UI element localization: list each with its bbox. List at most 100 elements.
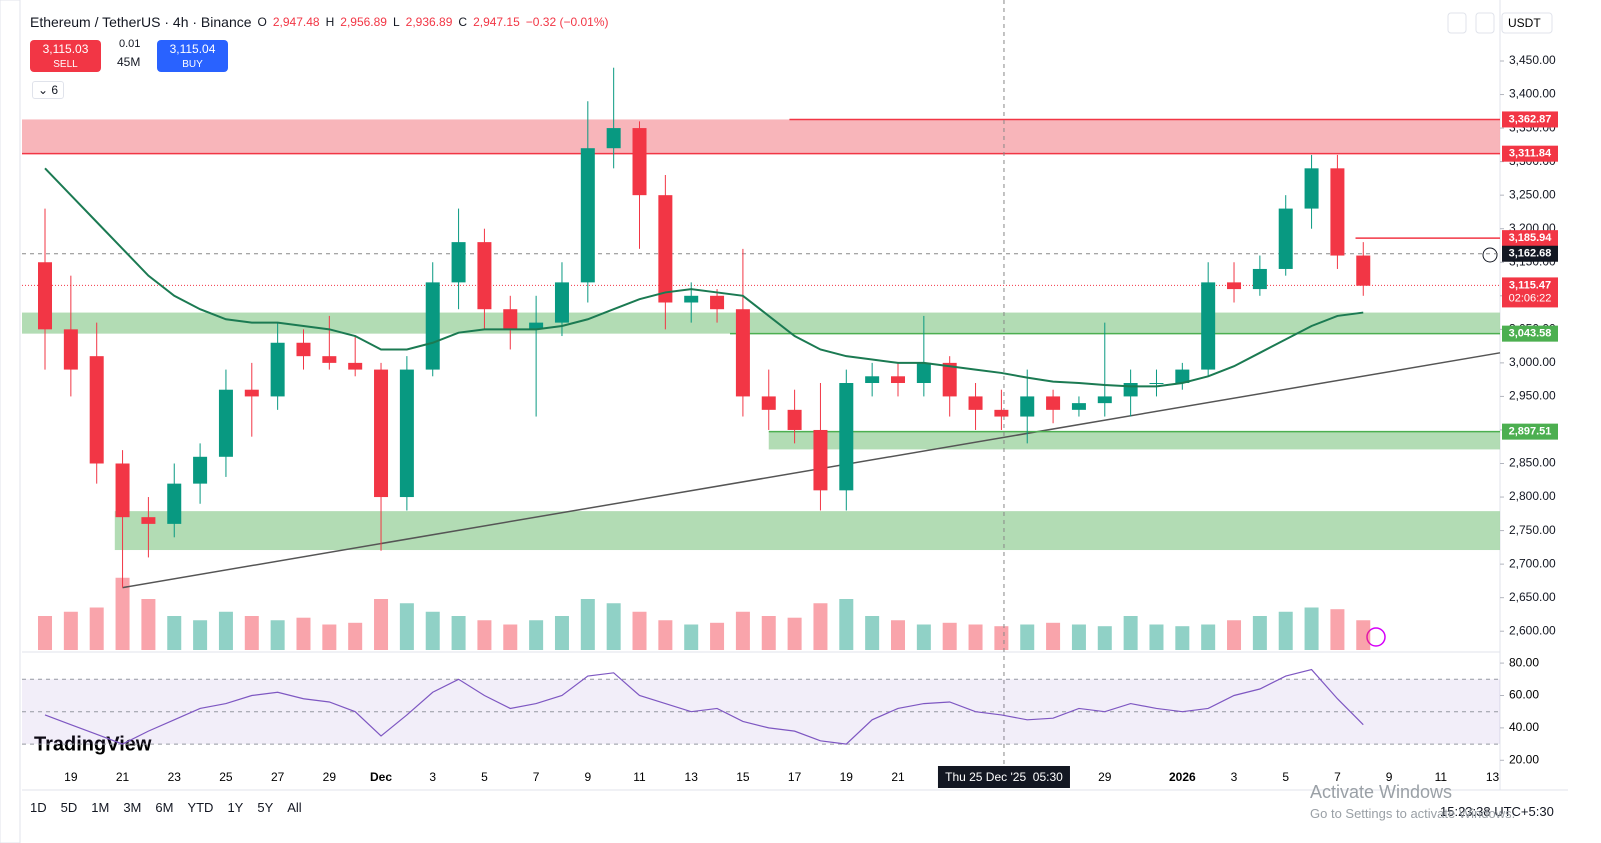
x-tick-label: 9 (584, 770, 591, 784)
add-icon[interactable] (1482, 247, 1498, 263)
volume-bar (218, 611, 233, 650)
range-button[interactable]: All (287, 800, 302, 815)
volume-bar (1020, 624, 1035, 650)
currency-button[interactable] (1501, 12, 1553, 34)
range-button[interactable]: 1M (91, 800, 110, 815)
volume-bar (968, 624, 983, 650)
ohlc-l: L (392, 15, 400, 29)
candle-body (1175, 369, 1190, 384)
volume-bar (606, 603, 621, 650)
range-button[interactable]: 5Y (257, 800, 274, 815)
volume-bar (890, 620, 905, 650)
candle-body (296, 342, 311, 357)
y-tick-label: 2,750.00 (1509, 523, 1556, 537)
y-tick-label: 3,450.00 (1509, 53, 1556, 67)
rsi-line (44, 668, 1364, 745)
ohlc-high: 2,956.89 (340, 15, 387, 29)
rsi-tick-label: 60.00 (1509, 688, 1539, 702)
volume-bar (89, 607, 104, 650)
range-button[interactable]: 1D (30, 800, 47, 815)
header: Ethereum / TetherUS · 4h · Binance O 2,94… (30, 14, 609, 30)
candle-body (1201, 282, 1216, 370)
volume-bar (1252, 616, 1267, 650)
x-tick-label: 7 (533, 770, 540, 784)
candle-body (167, 483, 182, 524)
volume-bar (1123, 616, 1138, 650)
volume-bar (813, 603, 828, 650)
candle-body (606, 128, 621, 149)
volume-bar (1046, 622, 1061, 650)
alert-icon[interactable] (1366, 627, 1386, 647)
activate-text: Go to Settings to activate Windows. (1310, 806, 1516, 821)
indicator-toggle[interactable]: ⌄ 6 (32, 81, 65, 99)
volume-bar (554, 616, 569, 650)
x-tick-label: 9 (1386, 770, 1393, 784)
level-tag (1502, 423, 1558, 440)
candle-body (890, 376, 905, 384)
range-button[interactable]: YTD (187, 800, 214, 815)
candle-body (1330, 168, 1345, 256)
y-tick-label: 2,700.00 (1509, 556, 1556, 570)
volume-bar (761, 616, 776, 650)
x-tick-label: 5 (481, 770, 488, 784)
crosshair-time-tag (937, 766, 1070, 788)
range-button[interactable]: 6M (155, 800, 174, 815)
x-tick-label: 3 (429, 770, 436, 784)
candle-body (399, 369, 414, 498)
range-button[interactable]: 1Y (227, 800, 244, 815)
volume-bar (1097, 626, 1112, 650)
range-button[interactable]: 5D (60, 800, 78, 815)
buy-button[interactable]: 3,115.04 BUY (157, 40, 228, 72)
candle-body (1252, 268, 1267, 290)
volume-bar (503, 624, 518, 650)
volume-label: 45M (117, 55, 141, 69)
volume-bar (244, 616, 259, 650)
candle-body (813, 429, 828, 491)
volume-bar (942, 622, 957, 650)
download-button[interactable] (1447, 12, 1467, 34)
candle-body (270, 342, 285, 397)
y-tick-label: 2,850.00 (1509, 456, 1556, 470)
volume-bar (425, 611, 440, 650)
volume-bar (1071, 624, 1086, 650)
candle-body (38, 262, 53, 330)
candle-body (1304, 168, 1319, 209)
y-tick-label: 3,250.00 (1509, 187, 1556, 201)
volume-bar (916, 624, 931, 650)
candle-body (529, 322, 544, 330)
candle-body (1020, 396, 1035, 417)
volume-bar (1175, 626, 1190, 650)
candle-body (425, 282, 440, 370)
candle-body (1046, 396, 1061, 410)
candle-body (1356, 255, 1371, 286)
volume-bar (322, 624, 337, 650)
zone (114, 511, 1500, 551)
x-tick-label: 21 (891, 770, 905, 784)
y-tick-label: 3,000.00 (1509, 355, 1556, 369)
volume-bar (399, 603, 414, 650)
symbol[interactable]: Ethereum / TetherUS · 4h · Binance (30, 14, 252, 30)
x-tick-label: 29 (1098, 770, 1112, 784)
x-tick-label: 15 (736, 770, 750, 784)
x-tick-label: 29 (323, 770, 337, 784)
candle-body (89, 356, 104, 464)
rsi-tick-label: 20.00 (1509, 752, 1539, 766)
volume-bar (529, 620, 544, 650)
range-bar: 1D 5D 1M 3M 6M YTD 1Y 5Y All (30, 800, 302, 815)
clock: 15:23:38 UTC+5:30 (1440, 804, 1554, 819)
range-button[interactable]: 3M (123, 800, 142, 815)
x-tick-label: 13 (1486, 770, 1500, 784)
screenshot-button[interactable] (1475, 12, 1495, 34)
ohlc-change: −0.32 (−0.01%) (525, 15, 609, 29)
sell-button[interactable]: 3,115.03 SELL (30, 40, 101, 72)
candle-body (865, 376, 880, 384)
candle-body (684, 295, 699, 303)
ohlc-low: 2,936.89 (405, 15, 453, 29)
candle-body (916, 362, 931, 384)
volume-bar (710, 622, 725, 650)
candle-body (632, 128, 647, 196)
volume-bar (270, 620, 285, 650)
ohlc-h: H (325, 15, 335, 29)
last-price-tag (1502, 277, 1558, 308)
